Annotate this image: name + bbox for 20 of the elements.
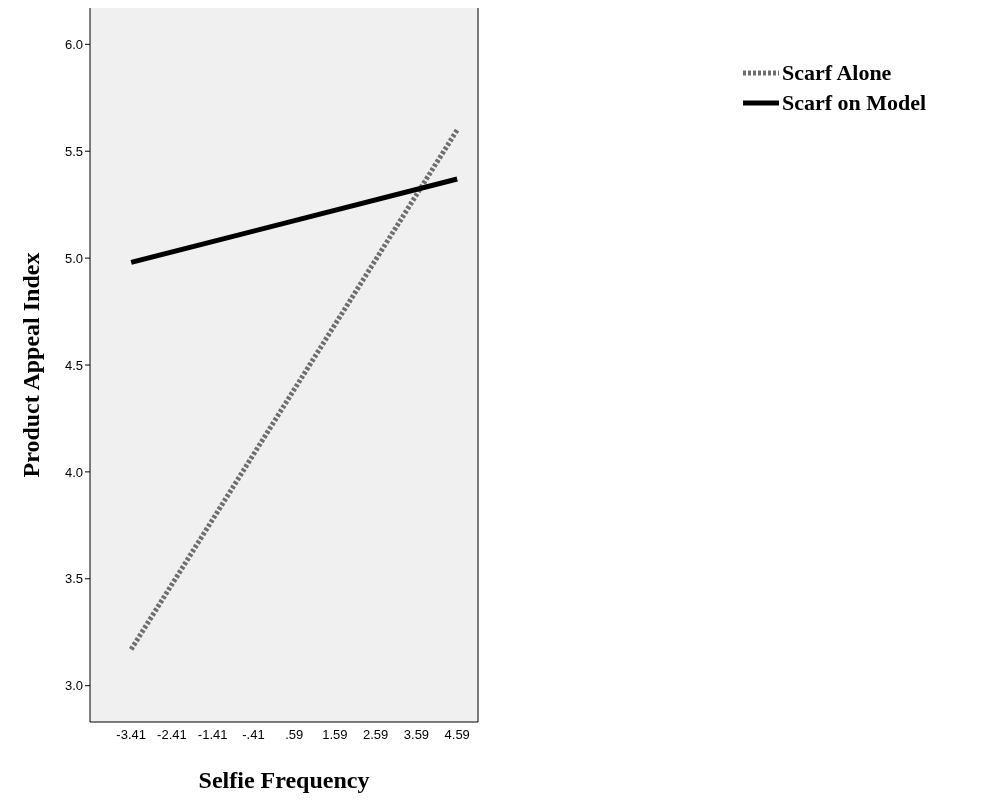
x-tick-label: -3.41	[116, 727, 146, 743]
y-tick-label: 5.0	[64, 250, 83, 266]
y-tick-label: 3.5	[64, 571, 83, 587]
y-axis-title: Product Appeal Index	[17, 252, 44, 478]
x-tick-label: -2.41	[157, 727, 187, 743]
x-tick-label: .59	[285, 727, 304, 743]
y-tick-label: 6.0	[64, 36, 83, 52]
x-tick-label: 2.59	[363, 727, 389, 743]
x-tick-label: 4.59	[444, 727, 470, 743]
x-tick-label: 1.59	[322, 727, 348, 743]
legend-label: Scarf on Model	[782, 90, 927, 116]
y-tick-label: 4.0	[64, 464, 83, 480]
x-tick-label: -1.41	[197, 727, 228, 743]
y-tick-label: 3.0	[64, 678, 83, 694]
x-tick-label: -.41	[242, 727, 265, 743]
x-tick-label: 3.59	[403, 727, 430, 743]
x-axis-title: Selfie Frequency	[198, 767, 370, 793]
legend-label: Scarf Alone	[782, 60, 892, 86]
y-tick-label: 5.5	[64, 143, 83, 159]
y-tick-label: 4.5	[64, 357, 83, 373]
